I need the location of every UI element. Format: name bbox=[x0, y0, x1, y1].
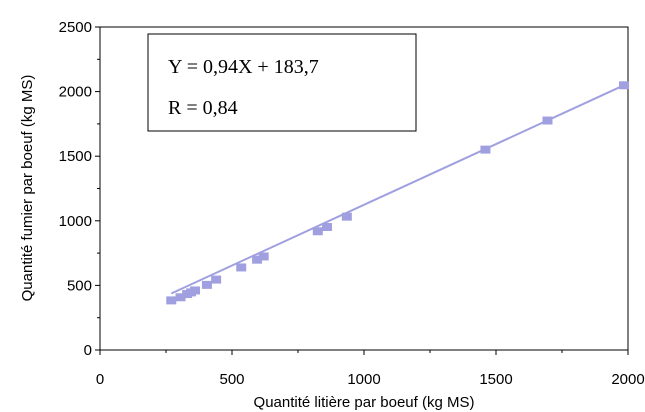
y-tick-label: 1500 bbox=[59, 148, 92, 165]
data-point bbox=[236, 263, 247, 272]
y-tick-label: 2000 bbox=[59, 84, 92, 101]
equation-box: Y = 0,94X + 183,7 R = 0,84 bbox=[147, 33, 417, 132]
x-tick-label: 2000 bbox=[611, 371, 644, 388]
y-tick-label: 500 bbox=[67, 277, 92, 294]
correlation-coefficient: R = 0,84 bbox=[168, 97, 238, 119]
y-tick-label: 1000 bbox=[59, 213, 92, 230]
equation-box-frame bbox=[147, 33, 417, 132]
x-axis-title: Quantité litière par boeuf (kg MS) bbox=[254, 394, 475, 411]
data-point bbox=[201, 280, 212, 289]
data-point bbox=[322, 223, 333, 232]
x-tick-label: 500 bbox=[219, 371, 244, 388]
x-tick-label: 0 bbox=[96, 371, 104, 388]
data-point bbox=[480, 145, 491, 154]
data-point bbox=[175, 293, 186, 302]
y-axis: 0 500 1000 1500 2000 2500 bbox=[59, 19, 100, 359]
x-tick-label: 1500 bbox=[479, 371, 512, 388]
y-tick-label: 0 bbox=[84, 342, 92, 359]
data-point bbox=[542, 116, 553, 125]
data-point bbox=[312, 227, 323, 236]
data-point bbox=[619, 81, 630, 90]
data-points bbox=[166, 81, 630, 305]
data-point bbox=[252, 255, 263, 264]
y-axis-title: Quantité fumier par boeuf (kg MS) bbox=[19, 75, 36, 302]
data-point bbox=[341, 212, 352, 221]
y-tick-label: 2500 bbox=[59, 19, 92, 36]
data-point bbox=[166, 296, 177, 305]
data-point bbox=[190, 286, 201, 295]
data-point bbox=[211, 275, 222, 284]
regression-equation: Y = 0,94X + 183,7 bbox=[168, 56, 319, 78]
x-axis: 0 500 1000 1500 2000 bbox=[96, 350, 645, 388]
data-point bbox=[258, 252, 269, 261]
x-tick-label: 1000 bbox=[347, 371, 380, 388]
